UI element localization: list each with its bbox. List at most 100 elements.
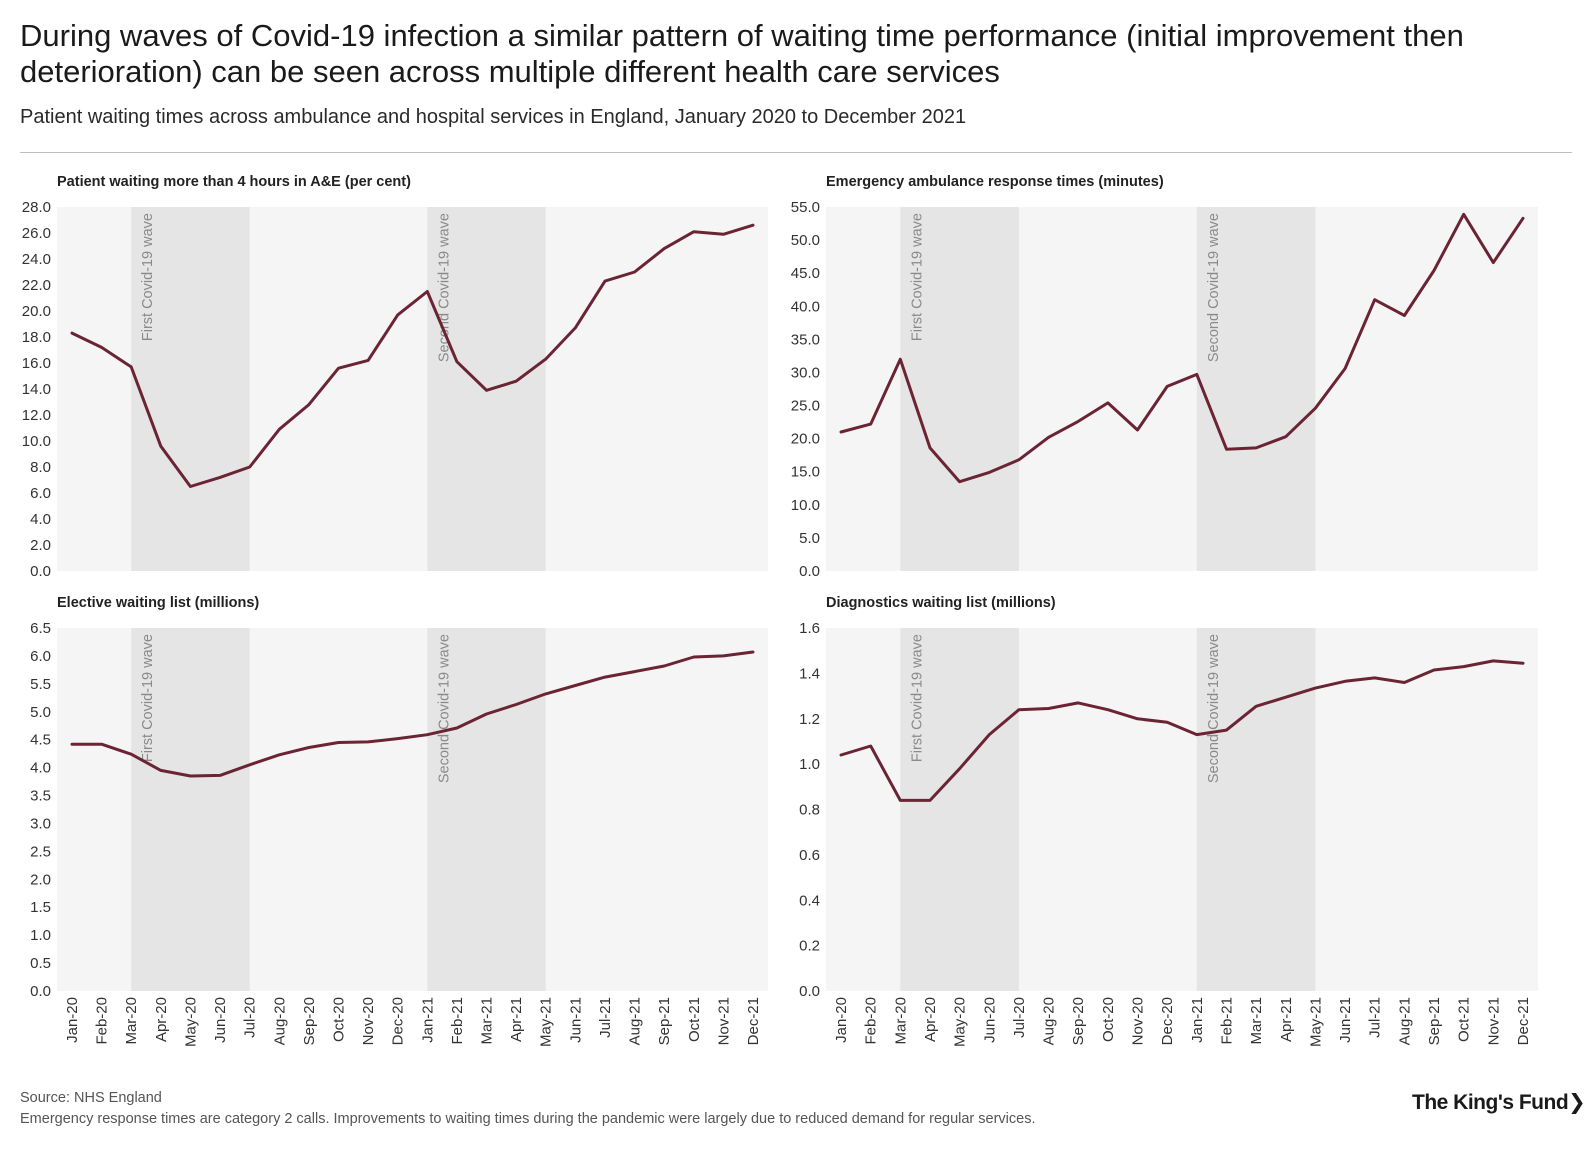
x-tick-label: May-20 bbox=[952, 997, 969, 1047]
x-tick-label: Jun-21 bbox=[1337, 997, 1354, 1043]
chart-title: During waves of Covid-19 infection a sim… bbox=[20, 18, 1464, 89]
x-tick-label: Nov-20 bbox=[1130, 997, 1147, 1045]
x-tick-label: Oct-20 bbox=[330, 997, 347, 1042]
y-tick-label: 1.6 bbox=[799, 620, 820, 637]
y-tick-label: 6.5 bbox=[30, 620, 51, 637]
y-tick-label: 1.0 bbox=[30, 927, 51, 944]
chart-panel-4: First Covid-19 wave Second Covid-19 wave 0… bbox=[799, 620, 1538, 1047]
wave-label-second: Second Covid-19 wave bbox=[436, 213, 452, 362]
x-tick-label: Apr-21 bbox=[508, 997, 525, 1042]
x-tick-label: Aug-20 bbox=[1041, 997, 1058, 1045]
x-tick-label: Dec-20 bbox=[390, 997, 407, 1045]
y-tick-label: 16.0 bbox=[22, 355, 51, 372]
x-tick-label: Oct-21 bbox=[1456, 997, 1473, 1042]
y-tick-label: 2.0 bbox=[30, 537, 51, 554]
x-tick-label: Jun-20 bbox=[981, 997, 998, 1043]
x-tick-label: Oct-21 bbox=[686, 997, 703, 1042]
wave-band-second bbox=[1196, 628, 1316, 991]
y-tick-label: 0.0 bbox=[30, 563, 51, 580]
wave-band-first bbox=[131, 207, 250, 571]
x-tick-label: Jan-21 bbox=[419, 997, 436, 1043]
y-tick-label: 35.0 bbox=[791, 331, 820, 348]
wave-band-second bbox=[1196, 207, 1316, 571]
x-tick-label: Feb-21 bbox=[1218, 997, 1235, 1045]
y-tick-label: 15.0 bbox=[791, 464, 820, 481]
wave-label-first: First Covid-19 wave bbox=[909, 213, 925, 341]
y-tick-label: 22.0 bbox=[22, 277, 51, 294]
x-tick-label: Mar-21 bbox=[1248, 997, 1265, 1045]
y-tick-label: 14.0 bbox=[22, 381, 51, 398]
panel-title-diagnostics: Diagnostics waiting list (millions) bbox=[826, 595, 1056, 611]
y-tick-label: 6.0 bbox=[30, 648, 51, 665]
x-tick-label: Nov-20 bbox=[360, 997, 377, 1045]
x-tick-label: Sep-20 bbox=[1070, 997, 1087, 1045]
x-tick-label: Nov-21 bbox=[1485, 997, 1502, 1045]
x-tick-label: Jun-21 bbox=[567, 997, 584, 1043]
x-tick-label: Sep-21 bbox=[656, 997, 673, 1045]
y-tick-label: 4.5 bbox=[30, 732, 51, 749]
y-tick-label: 5.0 bbox=[799, 530, 820, 547]
wave-band-first bbox=[900, 207, 1019, 571]
x-tick-label: Jun-20 bbox=[212, 997, 229, 1043]
x-tick-label: Jul-20 bbox=[242, 997, 259, 1038]
wave-band-second bbox=[427, 628, 546, 991]
y-tick-label: 24.0 bbox=[22, 251, 51, 268]
y-tick-label: 10.0 bbox=[791, 497, 820, 514]
wave-label-second: Second Covid-19 wave bbox=[436, 634, 452, 783]
y-tick-label: 28.0 bbox=[22, 199, 51, 216]
chart-panel-3: First Covid-19 wave Second Covid-19 wave 0… bbox=[30, 620, 768, 1047]
panel-title-elective: Elective waiting list (millions) bbox=[57, 595, 260, 611]
y-tick-label: 8.0 bbox=[30, 459, 51, 476]
x-tick-label: Apr-21 bbox=[1278, 997, 1295, 1042]
x-tick-label: May-20 bbox=[182, 997, 199, 1047]
x-tick-label: Mar-21 bbox=[479, 997, 496, 1045]
y-tick-label: 0.8 bbox=[799, 802, 820, 819]
series-line bbox=[839, 659, 1525, 802]
x-tick-label: Jul-21 bbox=[597, 997, 614, 1038]
logo-text: The King's Fund bbox=[1412, 1091, 1569, 1114]
y-tick-label: 1.5 bbox=[30, 899, 51, 916]
kings-fund-logo: The King's Fund❯ bbox=[1412, 1090, 1586, 1115]
y-tick-label: 5.5 bbox=[30, 676, 51, 693]
y-tick-label: 1.4 bbox=[799, 665, 820, 682]
x-tick-label: Feb-20 bbox=[863, 997, 880, 1045]
wave-label-first: First Covid-19 wave bbox=[140, 213, 156, 341]
x-tick-label: Oct-20 bbox=[1100, 997, 1117, 1042]
y-tick-label: 55.0 bbox=[791, 199, 820, 216]
wave-label-second: Second Covid-19 wave bbox=[1206, 213, 1222, 362]
x-tick-label: Mar-20 bbox=[892, 997, 909, 1045]
y-tick-label: 3.5 bbox=[30, 788, 51, 805]
wave-label-second: Second Covid-19 wave bbox=[1206, 634, 1222, 783]
x-tick-label: Aug-21 bbox=[627, 997, 644, 1045]
panel-title-ae: Patient waiting more than 4 hours in A&E… bbox=[57, 174, 411, 190]
y-tick-label: 0.2 bbox=[799, 938, 820, 955]
x-tick-label: Aug-20 bbox=[271, 997, 288, 1045]
y-tick-label: 0.4 bbox=[799, 892, 820, 909]
y-tick-label: 0.0 bbox=[799, 983, 820, 1000]
x-tick-label: Aug-21 bbox=[1396, 997, 1413, 1045]
y-tick-label: 12.0 bbox=[22, 407, 51, 424]
chart-subtitle: Patient waiting times across ambulance a… bbox=[20, 106, 967, 128]
chevron-right-icon: ❯ bbox=[1568, 1091, 1586, 1114]
chart-panel-1: First Covid-19 wave Second Covid-19 wave 0… bbox=[22, 199, 768, 580]
panel-title-ambulance: Emergency ambulance response times (minu… bbox=[826, 174, 1164, 190]
y-tick-label: 45.0 bbox=[791, 265, 820, 282]
y-tick-label: 1.2 bbox=[799, 711, 820, 728]
x-tick-label: May-21 bbox=[1307, 997, 1324, 1047]
y-tick-label: 4.0 bbox=[30, 760, 51, 777]
y-tick-label: 2.0 bbox=[30, 871, 51, 888]
y-tick-label: 5.0 bbox=[30, 704, 51, 721]
y-tick-label: 40.0 bbox=[791, 298, 820, 315]
x-tick-label: Sep-20 bbox=[301, 997, 318, 1045]
y-tick-label: 2.5 bbox=[30, 843, 51, 860]
y-tick-label: 6.0 bbox=[30, 485, 51, 502]
footer-source: Source: NHS England bbox=[20, 1090, 162, 1106]
footer-note: Emergency response times are category 2 … bbox=[20, 1111, 1036, 1127]
x-tick-label: Apr-20 bbox=[153, 997, 170, 1042]
x-tick-label: Dec-21 bbox=[745, 997, 762, 1045]
y-tick-label: 0.6 bbox=[799, 847, 820, 864]
x-tick-label: Nov-21 bbox=[715, 997, 732, 1045]
y-tick-label: 30.0 bbox=[791, 364, 820, 381]
x-tick-label: Sep-21 bbox=[1426, 997, 1443, 1045]
